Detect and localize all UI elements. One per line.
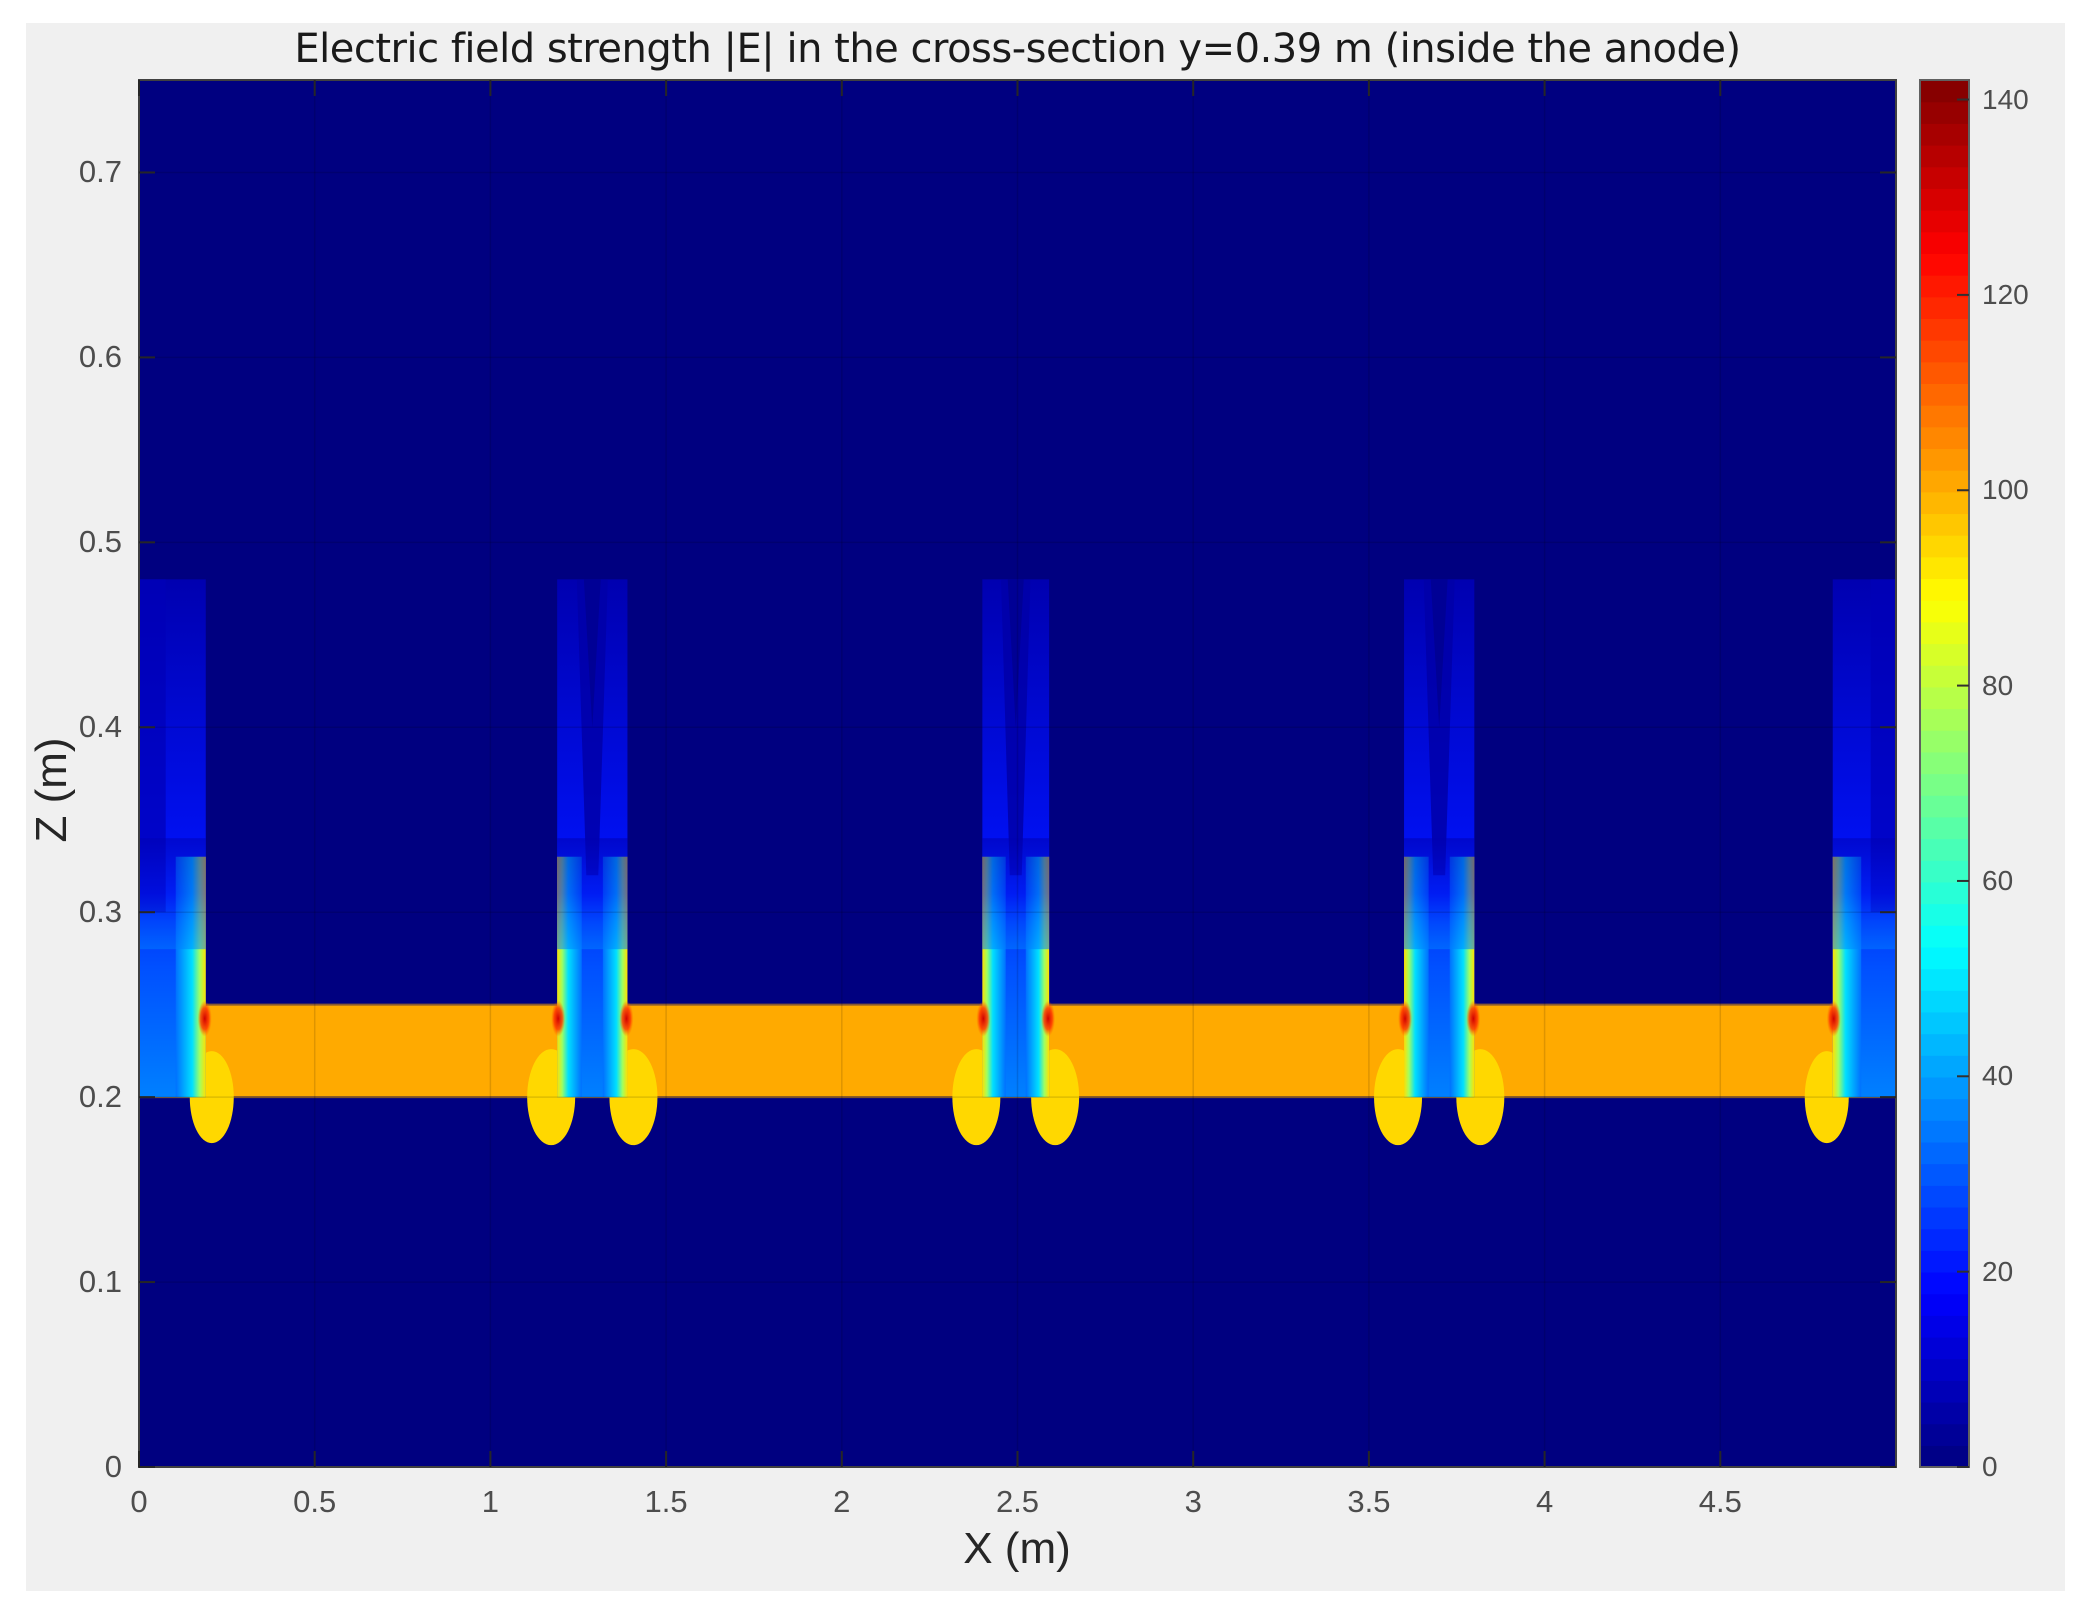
- y-tick-label: 0.7: [78, 154, 122, 190]
- colorbar-tick-label: 60: [1982, 864, 2014, 896]
- hotspot: [1466, 1000, 1481, 1037]
- y-tick-label: 0.4: [78, 709, 122, 745]
- colorbar: [1919, 79, 1970, 1468]
- x-tick-label: 1.5: [644, 1484, 688, 1519]
- rod-group: [139, 579, 234, 1144]
- x-tick-label: 0: [130, 1484, 148, 1519]
- colorbar-tick-label: 80: [1982, 669, 2014, 701]
- x-tick-label: 4.5: [1698, 1484, 1742, 1519]
- colorbar-tick-label: 100: [1982, 474, 2029, 506]
- x-tick-label: 3.5: [1347, 1484, 1391, 1519]
- x-tick-label: 3: [1184, 1484, 1202, 1519]
- hotspot: [1826, 1000, 1841, 1037]
- y-tick-label: 0.3: [78, 894, 122, 930]
- rod-group: [527, 579, 658, 1146]
- x-tick-label: 0.5: [293, 1484, 337, 1519]
- colorbar-tick-label: 120: [1982, 278, 2029, 310]
- x-tick-label: 2.5: [995, 1484, 1040, 1519]
- chart-title: Electric field strength |E| in the cross…: [294, 26, 1741, 72]
- hotspot: [197, 1000, 212, 1037]
- colorbar-tick-label: 0: [1982, 1451, 1998, 1482]
- hotspot: [976, 1000, 991, 1037]
- hotspot: [1041, 1000, 1056, 1037]
- y-tick-label: 0.6: [78, 339, 122, 375]
- hotspot: [619, 1000, 634, 1037]
- x-tick-label: 2: [833, 1484, 851, 1519]
- hotspot: [551, 1000, 566, 1037]
- x-tick-label: 4: [1535, 1484, 1554, 1519]
- hotspot: [1398, 1000, 1413, 1037]
- rod-group: [1804, 579, 1896, 1144]
- y-axis-label: Z (m): [27, 737, 76, 843]
- rod-group: [952, 579, 1080, 1146]
- x-axis-label: X (m): [963, 1524, 1071, 1573]
- x-tick-label: 1: [481, 1484, 500, 1519]
- y-tick-label: 0.5: [78, 524, 122, 560]
- colorbar-tick-label: 20: [1982, 1255, 2014, 1287]
- y-tick-label: 0.2: [78, 1079, 122, 1115]
- colorbar-frame: [1919, 79, 1970, 1468]
- y-tick-label: 0.1: [78, 1264, 122, 1300]
- rod-group: [1374, 579, 1505, 1146]
- colorbar-tick-label: 40: [1982, 1060, 2014, 1092]
- y-tick-label: 0: [104, 1449, 122, 1484]
- colorbar-tick-label: 140: [1982, 83, 2029, 115]
